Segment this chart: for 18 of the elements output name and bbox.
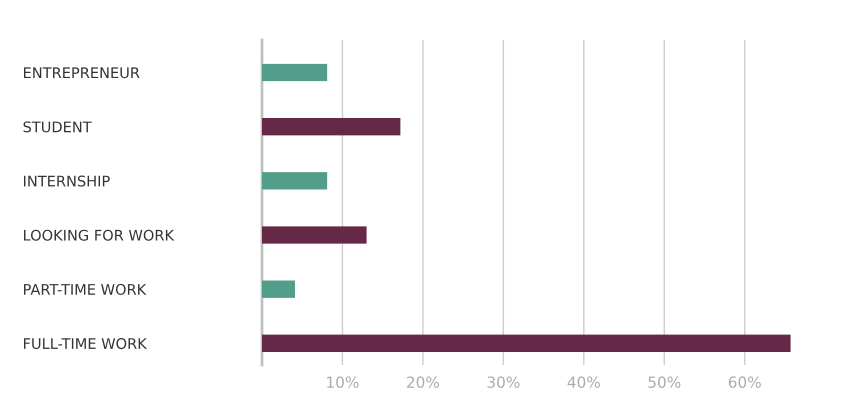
x-tick-label: 60% xyxy=(728,376,761,388)
bar xyxy=(262,172,328,190)
x-tick-label: 50% xyxy=(648,376,680,388)
bar xyxy=(262,64,328,82)
x-tick-label: 30% xyxy=(488,376,520,388)
bar xyxy=(262,280,295,298)
y-tick-label: STUDENT xyxy=(24,121,92,132)
bar xyxy=(262,226,367,244)
x-tick-label: 40% xyxy=(568,376,600,388)
x-tick-label: 20% xyxy=(407,376,440,388)
y-tick-label: INTERNSHIP xyxy=(24,176,110,187)
bar xyxy=(262,334,791,352)
y-tick-label: FULL-TIME WORK xyxy=(24,338,148,350)
y-tick-label: ENTREPRENEUR xyxy=(24,67,140,78)
y-tick-label: PART-TIME WORK xyxy=(24,284,147,295)
x-tick-label: 10% xyxy=(327,376,359,388)
bar xyxy=(262,118,400,136)
y-tick-label: LOOKING FOR WORK xyxy=(24,230,174,241)
